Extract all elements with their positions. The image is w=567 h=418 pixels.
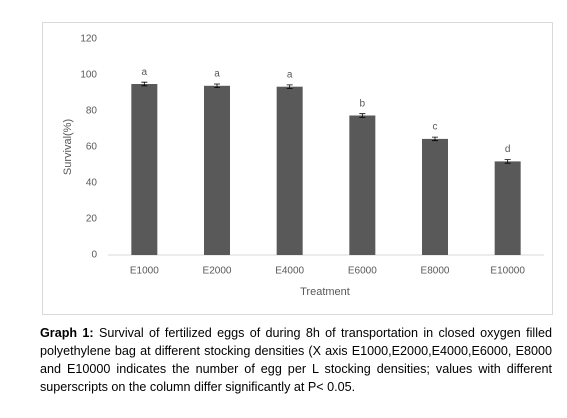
x-tick-label: E4000 [275, 266, 304, 277]
y-tick-label: 0 [91, 250, 97, 261]
y-tick-label: 60 [86, 142, 98, 153]
error-bar [359, 113, 366, 118]
data-label: c [433, 122, 438, 133]
y-tick-label: 80 [86, 106, 98, 117]
x-tick-label: E1000 [130, 266, 159, 277]
error-bar [286, 84, 293, 89]
chart-frame [42, 22, 553, 315]
bar [349, 115, 376, 255]
caption-text: Survival of fertilized eggs of during 8h… [40, 326, 552, 394]
caption: Graph 1: Survival of fertilized eggs of … [40, 324, 552, 396]
bar [204, 85, 230, 255]
error-bar [432, 136, 438, 142]
data-label: a [214, 69, 220, 80]
y-tick-label: 20 [86, 214, 98, 225]
y-tick-label: 40 [86, 178, 98, 189]
x-tick-label: E6000 [348, 266, 377, 277]
data-label: b [360, 98, 366, 109]
bar [131, 84, 158, 255]
x-axis-title: Treatment [300, 286, 350, 298]
y-axis-title: Survival(%) [62, 119, 74, 175]
bar [422, 138, 448, 255]
error-bar [214, 83, 220, 88]
y-tick-label: 100 [80, 70, 97, 81]
bar [494, 161, 521, 255]
caption-label: Graph 1: [40, 326, 94, 340]
x-tick-label: E2000 [203, 266, 232, 277]
error-bar [504, 159, 511, 164]
error-bar [141, 81, 148, 87]
data-label: d [505, 144, 511, 155]
data-label: a [287, 70, 293, 81]
bar [276, 86, 303, 255]
chart: Treatment Survival(%) 0 20 40 60 80 100 120 E10… [42, 22, 553, 315]
data-label: a [142, 67, 148, 78]
y-tick-label: 120 [80, 34, 97, 45]
x-tick-label: E8000 [421, 266, 450, 277]
x-tick-label: E10000 [490, 266, 525, 277]
